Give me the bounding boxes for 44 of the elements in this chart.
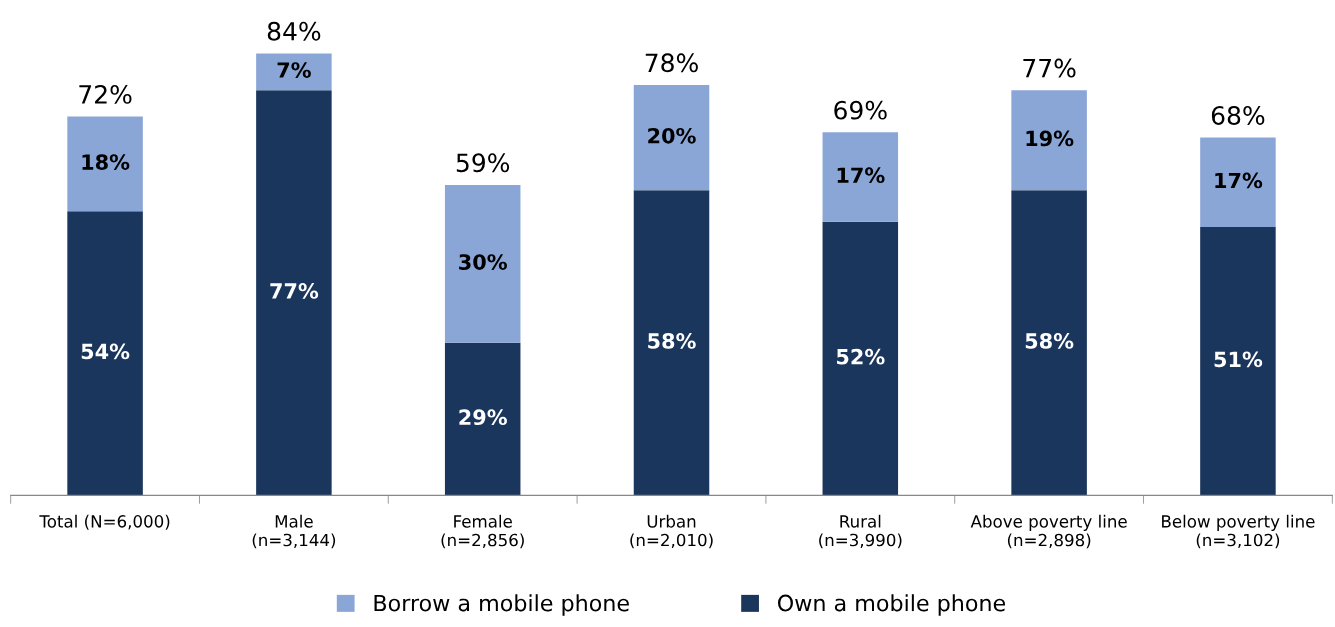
- bar: [444, 184, 521, 343]
- data-label: 17%: [1215, 172, 1263, 189]
- data-label: 19%: [1026, 130, 1074, 147]
- bar: [67, 116, 143, 212]
- data-label: 18%: [82, 154, 130, 170]
- data-label: 17%: [837, 167, 885, 184]
- bar: [256, 90, 332, 496]
- bar: [1011, 190, 1087, 496]
- bar: [67, 211, 143, 496]
- bar: [1200, 227, 1276, 496]
- data-label: 58%: [1025, 333, 1074, 349]
- x-tick-label: Above poverty line (n=2,898): [970, 514, 1127, 549]
- bar: [1200, 137, 1276, 228]
- bar: [444, 342, 521, 496]
- bar: [822, 132, 899, 222]
- data-label: 20%: [648, 127, 696, 144]
- data-label: 7%: [277, 62, 311, 78]
- bar: [256, 53, 332, 91]
- data-label: 58%: [648, 333, 696, 349]
- bar: [822, 221, 899, 496]
- data-label: 77%: [270, 283, 319, 299]
- bar: [633, 190, 710, 496]
- total-label: 59%: [456, 153, 510, 173]
- data-label: 52%: [836, 348, 885, 365]
- x-tick-label: Female (n=2,856): [441, 514, 524, 549]
- total-label: 68%: [1211, 105, 1265, 125]
- total-label: 77%: [1023, 58, 1076, 78]
- x-tick-label: Total (N=6,000): [39, 514, 170, 530]
- data-label: 30%: [459, 254, 507, 270]
- x-tick-label: Urban (n=2,010): [630, 514, 713, 549]
- bar: [1011, 90, 1087, 191]
- total-label: 69%: [834, 100, 887, 120]
- bar: [633, 85, 710, 191]
- x-tick-label: Male (n=3,144): [252, 514, 336, 549]
- data-label: 54%: [81, 343, 130, 360]
- legend-label: Own a mobile phone: [777, 594, 1006, 616]
- data-label: 29%: [459, 409, 507, 426]
- total-label: 72%: [79, 84, 132, 104]
- x-tick-label: Below poverty line (n=3,102): [1162, 514, 1315, 549]
- x-tick-label: Rural (n=3,990): [819, 514, 902, 549]
- total-label: 84%: [267, 21, 321, 41]
- data-label: 51%: [1214, 351, 1263, 368]
- total-label: 78%: [645, 53, 698, 73]
- legend-label: Borrow a mobile phone: [374, 594, 629, 616]
